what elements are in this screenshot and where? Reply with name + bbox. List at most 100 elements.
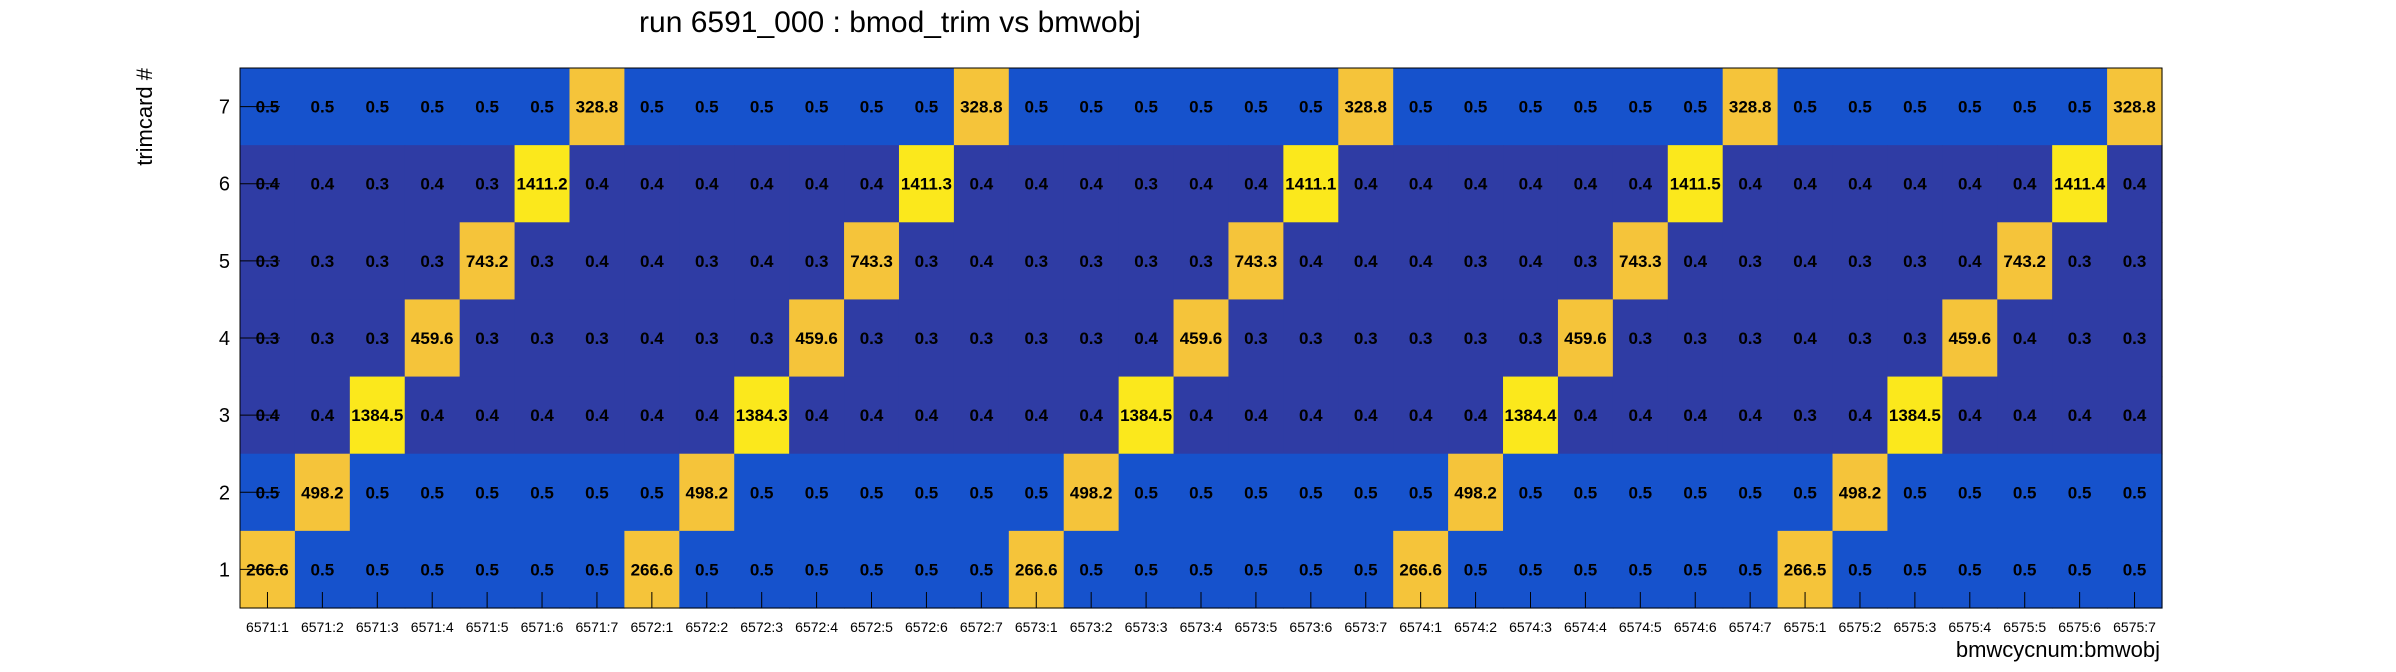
heatmap-cell <box>1887 453 1943 532</box>
cell-value-label: 743.3 <box>1619 252 1662 271</box>
heatmap-cell <box>789 453 845 532</box>
heatmap-cell <box>844 299 900 378</box>
heatmap-cell <box>1173 145 1230 223</box>
cell-value-label: 0.3 <box>1464 329 1488 348</box>
cell-value-label: 0.4 <box>1738 175 1762 194</box>
x-tick-label: 6571:2 <box>301 619 344 635</box>
cell-value-label: 328.8 <box>1344 98 1387 117</box>
cell-value-label: 0.4 <box>1409 252 1433 271</box>
cell-value-label: 498.2 <box>1070 483 1113 502</box>
cell-value-label: 266.5 <box>1784 560 1827 579</box>
heatmap-cell <box>1338 68 1394 146</box>
cell-value-label: 266.6 <box>1015 560 1058 579</box>
heatmap-cell <box>1008 376 1065 455</box>
cell-value-label: 0.5 <box>2013 98 2037 117</box>
heatmap-cell <box>1118 222 1175 301</box>
cell-value-label: 0.5 <box>1189 483 1213 502</box>
cell-value-label: 0.5 <box>1519 98 1543 117</box>
cell-value-label: 0.4 <box>2013 175 2037 194</box>
cell-value-label: 0.5 <box>1793 483 1817 502</box>
heatmap-cell <box>1393 299 1449 378</box>
heatmap-cell <box>1557 376 1614 455</box>
cell-value-label: 0.4 <box>1079 406 1103 425</box>
cell-value-label: 0.5 <box>1299 560 1323 579</box>
heatmap-cell <box>459 145 516 223</box>
cell-value-label: 0.3 <box>915 252 939 271</box>
cell-value-label: 0.5 <box>860 560 884 579</box>
heatmap-cell <box>404 299 461 378</box>
cell-value-label: 0.4 <box>1024 175 1048 194</box>
cell-value-label: 0.5 <box>2123 560 2147 579</box>
heatmap-cell <box>1887 376 1943 455</box>
cell-value-label: 0.3 <box>1519 329 1543 348</box>
cell-value-label: 0.5 <box>1244 560 1268 579</box>
cell-value-label: 0.4 <box>585 252 609 271</box>
heatmap-cell <box>1503 453 1559 532</box>
cell-value-label: 0.4 <box>1574 175 1598 194</box>
cell-value-label: 0.5 <box>1903 98 1927 117</box>
cell-value-label: 0.3 <box>1903 252 1927 271</box>
cell-value-label: 0.4 <box>1299 252 1323 271</box>
heatmap-cell <box>1283 376 1339 455</box>
cell-value-label: 0.4 <box>805 406 829 425</box>
heatmap-cell <box>459 376 516 455</box>
cell-value-label: 0.3 <box>1354 329 1378 348</box>
cell-value-label: 0.3 <box>530 329 554 348</box>
heatmap-cell <box>898 222 955 301</box>
cell-value-label: 0.4 <box>640 175 664 194</box>
heatmap-cell <box>624 453 680 532</box>
cell-value-label: 0.5 <box>1519 483 1543 502</box>
heatmap-cell <box>1997 145 2053 223</box>
cell-value-label: 0.5 <box>475 560 499 579</box>
heatmap-cell <box>1942 376 1998 455</box>
heatmap-cell <box>1008 68 1065 146</box>
heatmap-cell <box>1118 68 1175 146</box>
cell-value-label: 0.4 <box>640 252 664 271</box>
x-tick-label: 6575:3 <box>1893 619 1936 635</box>
x-tick-label: 6574:4 <box>1564 619 1607 635</box>
cell-value-label: 0.4 <box>1793 175 1817 194</box>
heatmap-cell <box>898 68 955 146</box>
y-tick-label: 3 <box>219 405 230 427</box>
cell-value-label: 0.3 <box>365 175 389 194</box>
heatmap-cell <box>1393 145 1449 223</box>
heatmap-cell <box>624 68 680 146</box>
cell-value-label: 0.4 <box>1793 252 1817 271</box>
heatmap-cell <box>1777 453 1834 532</box>
heatmap-cell <box>569 222 625 301</box>
heatmap-cell <box>789 68 845 146</box>
x-tick-label: 6571:5 <box>466 619 509 635</box>
cell-value-label: 0.5 <box>1244 98 1268 117</box>
cell-value-label: 0.5 <box>2013 483 2037 502</box>
cell-value-label: 0.4 <box>1189 175 1213 194</box>
heatmap-cell <box>1832 376 1889 455</box>
heatmap-cell <box>404 68 461 146</box>
cell-value-label: 0.5 <box>640 483 664 502</box>
heatmap-cell <box>1173 299 1230 378</box>
x-tick-label: 6573:2 <box>1070 619 1113 635</box>
cell-value-label: 0.5 <box>970 560 994 579</box>
cell-value-label: 743.2 <box>2003 252 2046 271</box>
cell-value-label: 0.5 <box>860 483 884 502</box>
x-tick-label: 6575:6 <box>2058 619 2101 635</box>
cell-value-label: 0.3 <box>530 252 554 271</box>
heatmap-cell <box>1777 68 1834 146</box>
heatmap-cell <box>1832 299 1889 378</box>
heatmap-cell <box>624 145 680 223</box>
heatmap-cell <box>1722 299 1779 378</box>
cell-value-label: 0.4 <box>640 406 664 425</box>
cell-value-label: 0.3 <box>2068 252 2092 271</box>
cell-value-label: 0.4 <box>915 406 939 425</box>
cell-value-label: 743.3 <box>850 252 893 271</box>
heatmap-cell <box>624 222 680 301</box>
cell-value-label: 0.5 <box>805 98 829 117</box>
heatmap-cell <box>844 222 900 301</box>
heatmap-cell <box>734 299 790 378</box>
heatmap-cell <box>844 68 900 146</box>
cell-value-label: 0.4 <box>695 175 719 194</box>
cell-value-label: 0.3 <box>256 252 280 271</box>
heatmap-cell <box>1393 453 1449 532</box>
cell-value-label: 0.5 <box>1848 98 1872 117</box>
heatmap-cell <box>404 376 461 455</box>
heatmap-cell <box>789 376 845 455</box>
